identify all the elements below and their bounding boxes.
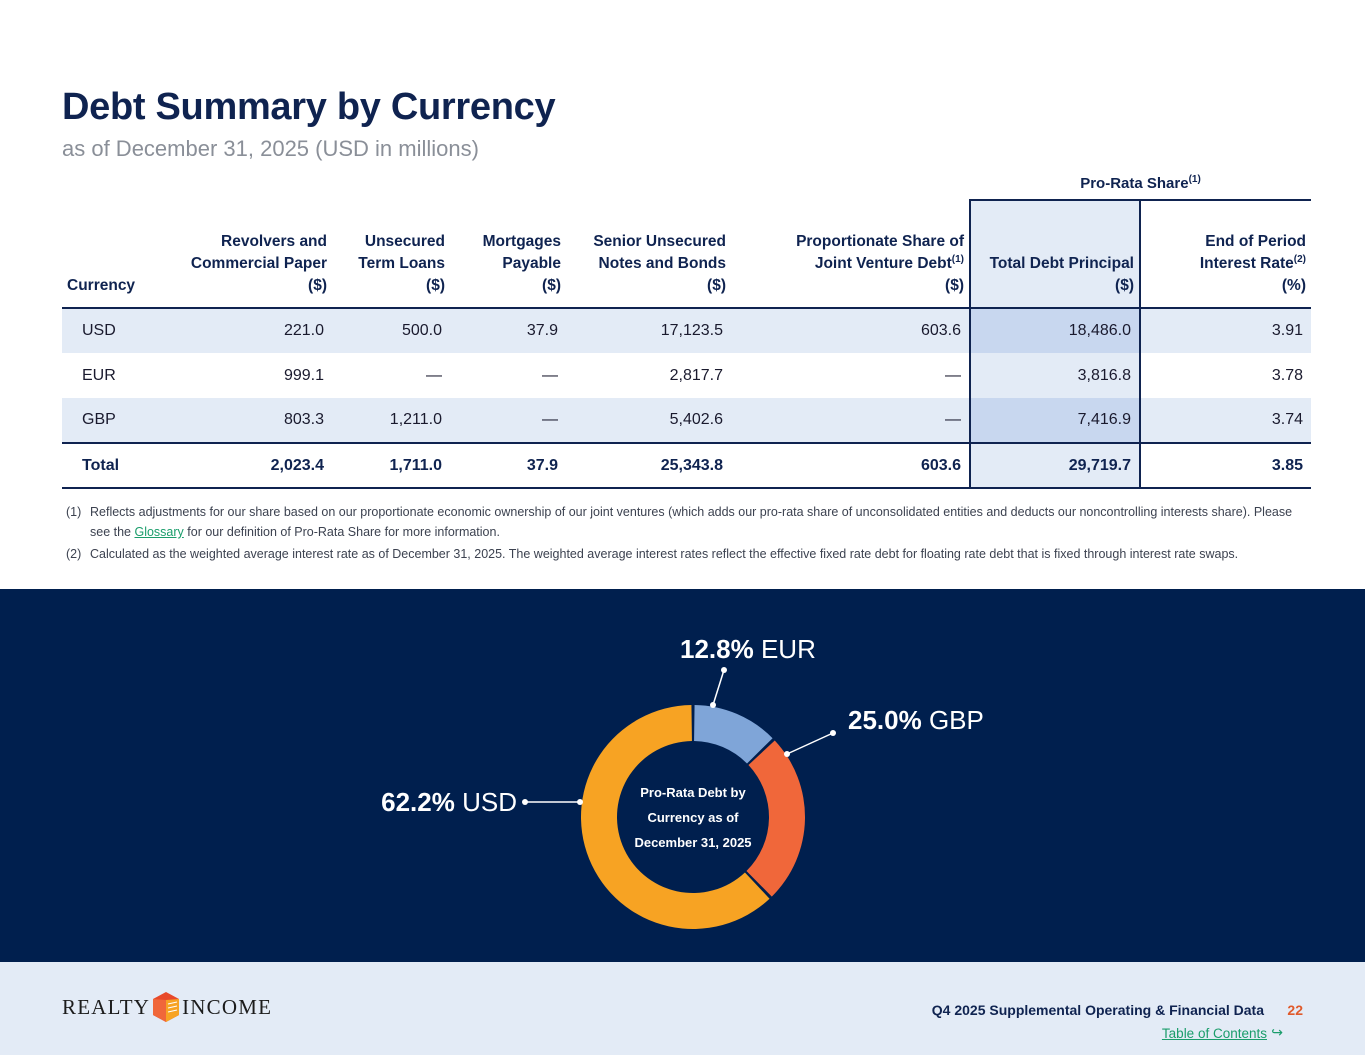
callout-dot — [522, 799, 528, 805]
header-mortgages: Mortgages Payable ($) — [450, 200, 566, 309]
callout-dot — [784, 751, 790, 757]
realty-income-logo: REALTY INCOME — [62, 992, 272, 1022]
table-row: EUR 999.1 — — 2,817.7 — 3,816.8 3.78 — [62, 353, 1311, 398]
header-currency: Currency — [62, 200, 162, 309]
header-jv-debt: Proportionate Share of Joint Venture Debt… — [731, 200, 970, 309]
donut-chart: Pro-Rata Debt by Currency as of December 3… — [381, 634, 984, 929]
return-arrow-icon[interactable]: ↪ — [1271, 1024, 1283, 1040]
table-of-contents-link[interactable]: Table of Contents — [1161, 1026, 1267, 1041]
page-footer: REALTY INCOME Q4 2025 Supplemental Opera… — [0, 962, 1365, 1055]
donut-center-label: Pro-Rata Debt by — [640, 785, 746, 800]
pro-rata-share-group-header: Pro-Rata Share(1) — [970, 172, 1311, 201]
callout-dot — [830, 730, 836, 736]
debt-summary-table: Pro-Rata Share(1) Currency Revolvers and… — [62, 172, 1311, 489]
donut-slice-gbp — [746, 740, 805, 897]
footnote-1: (1) Reflects adjustments for our share b… — [66, 505, 1293, 539]
callout-line-gbp — [786, 732, 834, 755]
footnote-2: (2) Calculated as the weighted average i… — [66, 547, 1239, 561]
header-senior-notes: Senior Unsecured Notes and Bonds ($) — [566, 200, 731, 309]
callout-dot — [577, 799, 583, 805]
slice-label-usd: 62.2% USD — [381, 787, 517, 817]
donut-center-label: December 31, 2025 — [634, 835, 751, 850]
slice-label-gbp: 25.0% GBP — [848, 705, 984, 735]
page-number: 22 — [1287, 1002, 1303, 1018]
donut-center-label: Currency as of — [647, 810, 739, 825]
header-term-loans: Unsecured Term Loans ($) — [332, 200, 450, 309]
logo-mark-icon — [153, 992, 180, 1022]
callout-dot — [710, 702, 716, 708]
donut-slice-eur — [694, 705, 773, 764]
callout-dot — [721, 667, 727, 673]
glossary-link[interactable]: Glossary — [134, 525, 184, 539]
footnotes: (1) Reflects adjustments for our share b… — [66, 502, 1296, 566]
header-revolvers: Revolvers and Commercial Paper ($) — [162, 200, 332, 309]
callout-line-eur — [712, 669, 725, 706]
table-row: GBP 803.3 1,211.0 — 5,402.6 — 7,416.9 3.… — [62, 398, 1311, 443]
header-interest-rate: End of Period Interest Rate(2) (%) — [1140, 200, 1311, 309]
debt-by-currency-chart-panel: Pro-Rata Debt by Currency as of December 3… — [0, 589, 1365, 962]
document-title: Q4 2025 Supplemental Operating & Financi… — [931, 1002, 1264, 1018]
page-subtitle: as of December 31, 2025 (USD in millions… — [62, 136, 479, 161]
table-total-row: Total 2,023.4 1,711.0 37.9 25,343.8 603.… — [62, 442, 1311, 489]
donut-slice-usd — [581, 705, 770, 929]
header-total-debt: Total Debt Principal ($) — [969, 199, 1141, 309]
slice-label-eur: 12.8% EUR — [680, 634, 816, 664]
page-title: Debt Summary by Currency — [62, 86, 556, 128]
table-row: USD 221.0 500.0 37.9 17,123.5 603.6 18,4… — [62, 308, 1311, 353]
